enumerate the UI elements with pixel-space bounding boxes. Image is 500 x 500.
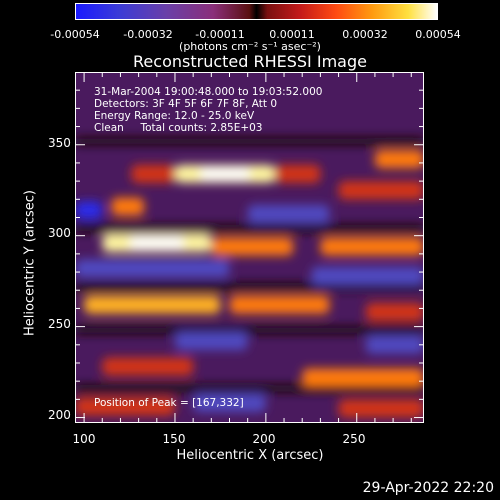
heatmap-band — [75, 397, 175, 416]
heatmap-band — [102, 357, 194, 376]
heatmap-band — [320, 237, 424, 256]
annotation-time: 31-Mar-2004 19:00:48.000 to 19:03:52.000 — [94, 86, 323, 98]
y-axis-label: Heliocentric Y (arcsec) — [22, 190, 38, 336]
heatmap-peak-core — [129, 236, 185, 249]
heatmap-band — [365, 335, 424, 354]
colorbar-tick: -0.00054 — [50, 28, 100, 41]
colorbar-tick: 0.00054 — [415, 28, 461, 41]
x-axis-label: Heliocentric X (arcsec) — [176, 448, 324, 463]
x-tick-label: 250 — [342, 432, 366, 446]
y-tick-label: 250 — [48, 317, 71, 331]
y-tick-label: 350 — [48, 136, 71, 150]
annotation-energy: Energy Range: 12.0 - 25.0 keV — [94, 110, 255, 122]
heatmap-band — [274, 164, 321, 183]
heatmap-contour-row — [75, 137, 424, 146]
colorbar-tick: 0.00011 — [269, 28, 315, 41]
x-tick-label: 100 — [72, 432, 96, 446]
heatmap-band — [311, 266, 424, 285]
plot-frame — [75, 72, 424, 423]
annotation-detectors: Detectors: 3F 4F 5F 6F 7F 8F, Att 0 — [94, 98, 278, 110]
colorbar — [75, 3, 438, 20]
heatmap-band — [365, 303, 424, 322]
colorbar-tick: 0.00032 — [342, 28, 388, 41]
heatmap-band — [211, 237, 294, 256]
heatmap-band — [193, 393, 266, 412]
annotation-method: Clean Total counts: 2.85E+03 — [94, 122, 263, 134]
heatmap-band — [75, 201, 103, 220]
x-tick-label: 200 — [252, 432, 276, 446]
colorbar-unit-label: (photons cm⁻² s⁻¹ asec⁻²) — [179, 40, 321, 53]
heatmap-band — [131, 164, 175, 183]
colorbar-tick: -0.00011 — [195, 28, 245, 41]
annotation-peak: Position of Peak = [167,332] — [94, 397, 244, 409]
heatmap-plot — [75, 72, 424, 423]
chart-title: Reconstructed RHESSI Image — [133, 52, 367, 71]
y-tick-label: 200 — [48, 408, 71, 422]
heatmap-band — [338, 181, 424, 200]
heatmap-band — [229, 295, 330, 314]
heatmap-contour-row — [75, 224, 424, 233]
heatmap-band — [247, 204, 330, 223]
timestamp: 29-Apr-2022 22:20 — [362, 480, 494, 496]
heatmap-contour-row — [75, 384, 424, 393]
heatmap-band — [302, 368, 424, 387]
colorbar-tick: -0.00032 — [123, 28, 173, 41]
x-tick-label: 150 — [162, 432, 186, 446]
heatmap-peak-core — [199, 167, 250, 180]
heatmap-band — [75, 259, 230, 278]
heatmap-band — [84, 295, 221, 314]
heatmap-band — [174, 332, 248, 351]
y-tick-label: 300 — [48, 226, 71, 240]
heatmap-contour-row — [75, 326, 424, 335]
heatmap-band — [374, 150, 424, 169]
heatmap-band — [338, 399, 424, 418]
heatmap-band — [111, 197, 145, 216]
heatmap-contour-row — [75, 282, 424, 291]
